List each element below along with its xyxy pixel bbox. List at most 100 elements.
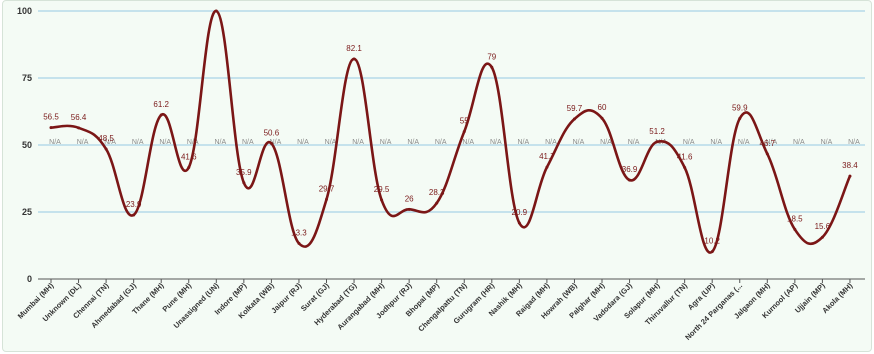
data-point — [380, 198, 384, 202]
na-marker: N/A — [600, 139, 612, 146]
data-point — [407, 207, 411, 211]
data-label: 26 — [405, 194, 414, 203]
data-label: 51.2 — [649, 127, 665, 136]
data-point — [710, 250, 714, 254]
data-label: 15.6 — [815, 222, 831, 231]
na-marker: N/A — [710, 139, 722, 146]
data-label: 41.6 — [181, 153, 197, 162]
data-point — [435, 201, 439, 205]
data-label: 59.9 — [732, 103, 748, 112]
data-point — [77, 126, 81, 130]
data-point — [159, 113, 163, 117]
data-point — [269, 141, 273, 145]
na-marker: N/A — [380, 139, 392, 146]
data-point — [517, 221, 521, 225]
data-point — [214, 9, 218, 13]
na-marker: N/A — [738, 139, 750, 146]
data-label: 46.7 — [760, 139, 776, 148]
data-label: 41.6 — [677, 153, 693, 162]
na-marker: N/A — [683, 139, 695, 146]
x-tick-label: Chengalpattu (TN) — [416, 281, 469, 334]
x-tick-label: Akola (MH) — [820, 281, 854, 315]
data-label: 29.5 — [374, 185, 390, 194]
na-marker: N/A — [187, 139, 199, 146]
data-point — [132, 213, 136, 217]
na-marker: N/A — [628, 139, 640, 146]
data-label: 28.3 — [429, 188, 445, 197]
x-tick-label: Aurangabad (MH) — [335, 281, 386, 332]
data-point — [793, 227, 797, 231]
na-marker: N/A — [435, 139, 447, 146]
na-marker: N/A — [821, 139, 833, 146]
y-tick-label: 100 — [17, 6, 32, 16]
na-marker: N/A — [793, 139, 805, 146]
data-label: 23.9 — [126, 200, 142, 209]
data-point — [572, 117, 576, 121]
data-label: 60 — [598, 103, 607, 112]
data-point — [545, 165, 549, 169]
na-marker: N/A — [49, 139, 61, 146]
na-marker: N/A — [132, 139, 144, 146]
na-marker: N/A — [545, 139, 557, 146]
data-point — [104, 147, 108, 151]
data-label: 79 — [487, 52, 496, 61]
data-point — [765, 152, 769, 156]
data-point — [738, 116, 742, 120]
data-label: 56.4 — [71, 113, 87, 122]
na-marker: N/A — [462, 139, 474, 146]
data-point — [242, 181, 246, 185]
na-marker: N/A — [104, 139, 116, 146]
data-point — [325, 197, 328, 201]
data-label: 41.7 — [539, 152, 555, 161]
na-marker: N/A — [407, 139, 419, 146]
data-point — [683, 166, 687, 170]
na-marker: N/A — [490, 139, 502, 146]
data-point — [655, 140, 659, 144]
data-label: 35.9 — [236, 168, 252, 177]
data-point — [352, 57, 356, 61]
na-marker: N/A — [214, 139, 226, 146]
data-point — [49, 126, 53, 130]
na-marker: N/A — [573, 139, 585, 146]
data-point — [462, 130, 466, 134]
y-tick-label: 50 — [22, 140, 32, 150]
data-label: 82.1 — [346, 44, 362, 53]
data-label: 18.5 — [787, 214, 803, 223]
data-label: 10.2 — [704, 237, 720, 246]
x-tick-label: Jaipur (RJ) — [269, 281, 303, 315]
na-marker: N/A — [77, 139, 89, 146]
data-label: 48.5 — [98, 134, 114, 143]
data-label: 38.4 — [842, 161, 858, 170]
y-tick-label: 25 — [22, 207, 32, 217]
na-marker: N/A — [848, 139, 860, 146]
data-label: 20.9 — [512, 208, 528, 217]
na-marker: N/A — [325, 139, 337, 146]
data-label: 59.7 — [567, 104, 583, 113]
data-label: 56.5 — [43, 113, 59, 122]
data-point — [600, 116, 604, 120]
data-point — [848, 174, 852, 178]
na-marker: N/A — [765, 139, 777, 146]
data-label: 55 — [460, 117, 469, 126]
data-point — [297, 241, 301, 245]
data-label: 36.9 — [622, 165, 638, 174]
data-point — [187, 166, 191, 170]
na-marker: N/A — [270, 139, 282, 146]
data-label: 13.3 — [291, 228, 307, 237]
data-label: 61.2 — [153, 100, 169, 109]
data-point — [628, 178, 632, 182]
y-tick-label: 75 — [22, 73, 32, 83]
data-label: 29.7 — [319, 184, 335, 193]
data-point — [820, 235, 824, 239]
data-point — [490, 65, 494, 69]
na-marker: N/A — [352, 139, 364, 146]
y-tick-label: 0 — [27, 274, 32, 284]
na-marker: N/A — [518, 139, 530, 146]
na-marker: N/A — [242, 139, 254, 146]
na-marker: N/A — [159, 139, 171, 146]
data-label: 50.6 — [264, 128, 280, 137]
na-marker: N/A — [297, 139, 309, 146]
series-line — [49, 9, 852, 254]
